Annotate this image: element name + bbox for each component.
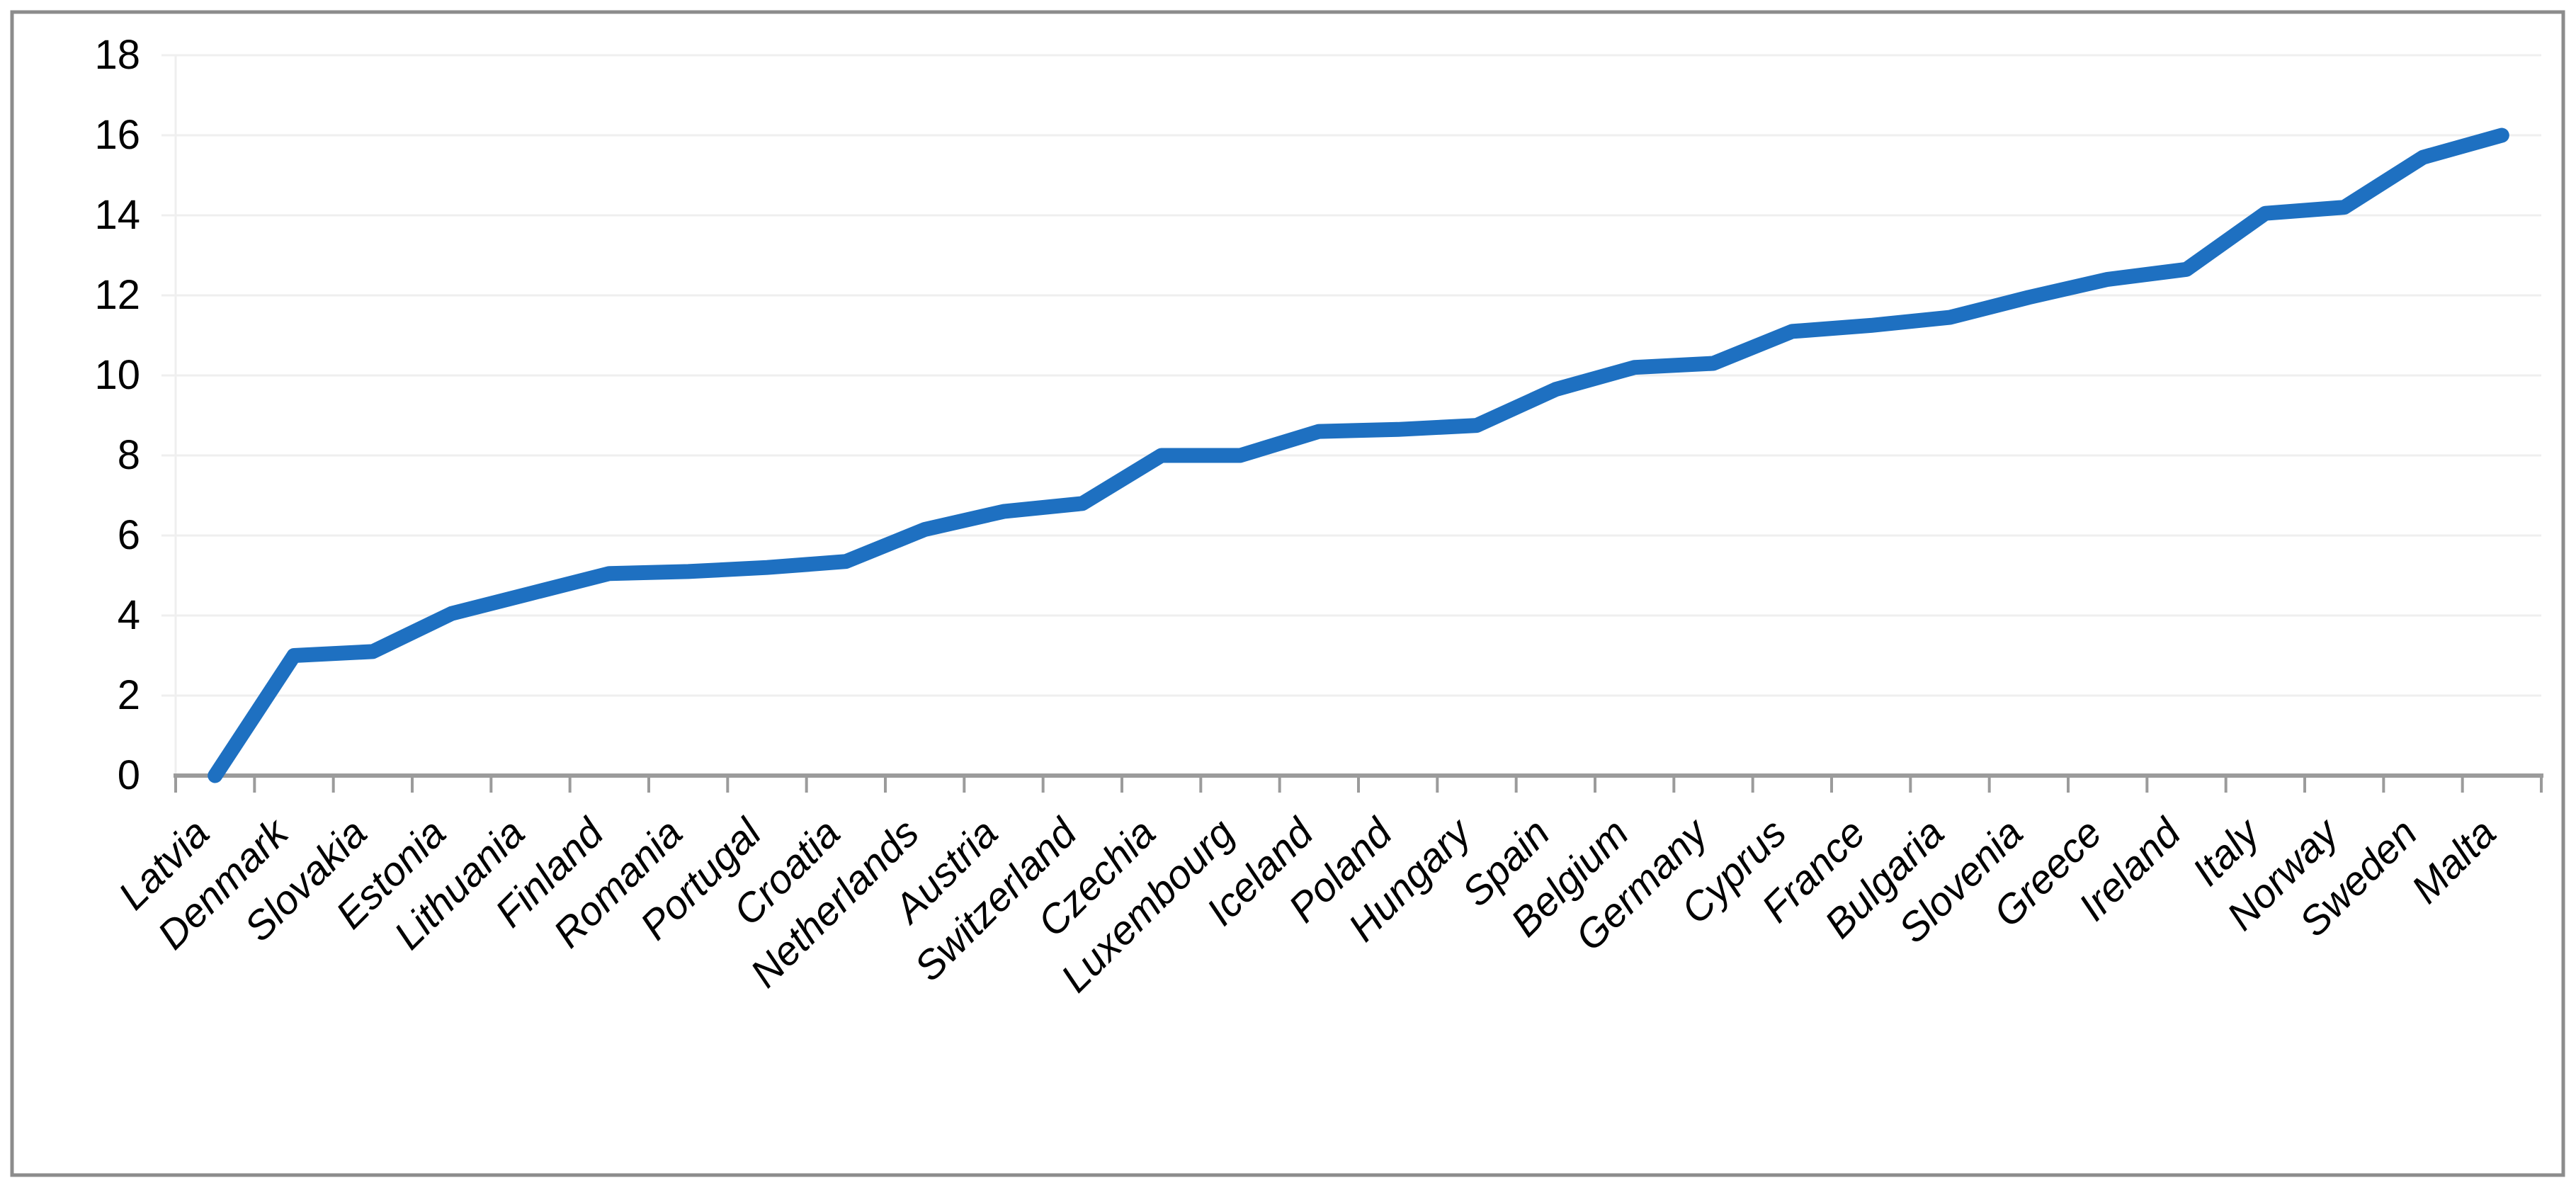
data-line-series [208,127,2509,783]
y-axis-tick-label: 6 [118,512,140,558]
y-axis-tick-label: 10 [94,352,140,398]
y-axis-tick-label: 18 [94,32,140,78]
y-axis-tick-label: 16 [94,112,140,158]
chart-frame-border [10,10,2565,1177]
y-axis-tick-label: 8 [118,432,140,478]
y-axis-tick-label: 12 [94,272,140,318]
y-axis-tick-label: 14 [94,192,140,238]
y-axis-tick-label: 2 [118,672,140,718]
y-axis-tick-label: 0 [118,752,140,798]
y-axis-tick-label: 4 [118,592,140,638]
